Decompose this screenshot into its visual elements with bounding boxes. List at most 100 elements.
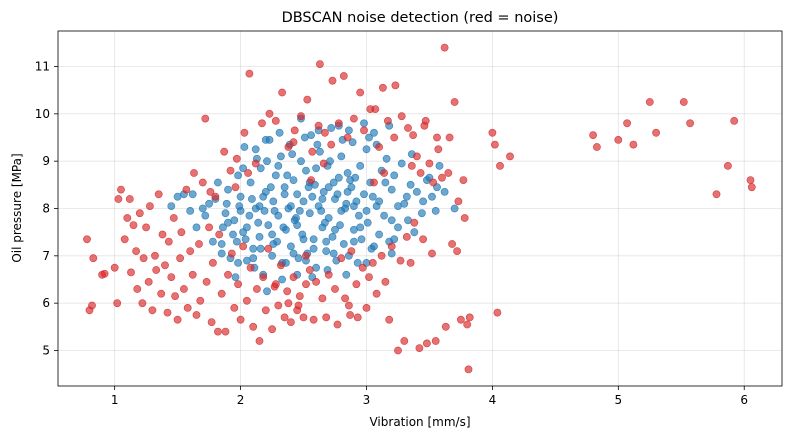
cluster-point-97 [390,171,399,180]
noise-point-88 [284,143,293,151]
noise-point-120 [352,280,361,289]
noise-point-181 [593,143,601,151]
noise-point-34 [171,292,179,300]
cluster-point-52 [302,166,310,175]
cluster-point-126 [241,235,250,244]
noise-point-136 [385,315,394,324]
noise-point-21 [144,277,153,286]
noise-point-198 [344,301,353,310]
noise-point-73 [252,285,261,293]
cluster-point-47 [293,190,302,199]
cluster-point-81 [353,258,362,267]
noise-point-3 [89,254,98,263]
cluster-point-82 [356,161,365,170]
cluster-point-9 [217,249,226,258]
x-tick-label-0: 1 [111,393,119,407]
cluster-point-108 [259,192,268,201]
cluster-point-133 [351,173,360,182]
noise-point-93 [295,292,304,300]
noise-point-42 [188,270,197,279]
noise-point-89 [286,318,295,326]
cluster-point-163 [450,204,459,213]
cluster-point-185 [251,145,260,154]
noise-point-2 [88,301,96,310]
cluster-point-51 [299,197,308,206]
noise-point-45 [195,240,203,248]
noise-point-103 [315,60,324,68]
noise-point-106 [322,313,331,322]
noise-point-25 [152,266,161,274]
noise-point-177 [493,308,502,317]
noise-point-166 [450,98,459,106]
noise-point-86 [280,313,289,322]
cluster-point-186 [239,164,247,173]
cluster-point-10 [218,223,227,232]
noise-point-133 [378,83,387,92]
cluster-point-78 [348,138,357,147]
noise-point-74 [255,337,264,345]
cluster-point-160 [419,197,427,206]
noise-point-54 [213,327,222,336]
cluster-point-129 [222,199,231,208]
cluster-point-72 [337,152,346,161]
cluster-point-29 [260,206,269,215]
noise-point-142 [397,112,406,121]
cluster-point-19 [240,143,249,151]
cluster-point-3 [188,190,197,199]
noise-point-7 [113,299,122,308]
noise-point-0 [83,235,91,244]
noise-point-47 [198,178,207,187]
cluster-point-91 [375,230,383,239]
noise-point-71 [249,322,258,331]
noise-point-199 [370,178,378,187]
noise-point-17 [135,209,144,218]
noise-point-204 [319,159,328,168]
cluster-point-44 [286,242,295,251]
noise-point-168 [454,197,463,206]
cluster-point-83 [357,235,366,244]
noise-point-197 [302,251,310,260]
noise-point-64 [234,280,242,289]
noise-point-150 [415,344,424,352]
noise-point-170 [459,176,468,184]
axes: 1 2 3 4 5 6 5 6 7 8 9 10 11 [35,60,748,408]
noise-point-104 [318,294,327,303]
noise-point-169 [456,315,465,324]
cluster-point-197 [370,242,378,251]
cluster-point-146 [242,223,251,232]
noise-point-144 [402,232,411,241]
cluster-point-27 [256,164,265,173]
noise-point-87 [283,287,292,296]
cluster-point-113 [317,206,326,215]
cluster-point-33 [268,251,276,260]
noise-point-107 [324,270,333,279]
cluster-point-114 [329,178,338,187]
cluster-point-73 [339,240,348,248]
noise-point-182 [614,135,623,144]
noise-point-60 [226,166,235,175]
noise-point-172 [463,320,472,329]
cluster-point-149 [280,190,289,199]
noise-point-116 [343,133,352,142]
cluster-point-150 [293,221,302,229]
cluster-point-175 [224,218,232,227]
noise-point-98 [305,266,314,274]
y-tick-label-6: 11 [35,60,50,74]
y-tick-label-3: 8 [42,202,50,216]
noise-point-38 [179,285,188,293]
noise-point-111 [333,320,342,329]
noise-point-41 [186,247,195,255]
noise-point-155 [425,159,434,168]
cluster-point-40 [280,183,289,192]
x-tick-label-5: 6 [740,393,748,407]
cluster-point-115 [342,199,351,208]
noise-point-32 [167,273,176,281]
cluster-point-49 [297,157,305,166]
noise-point-22 [145,202,154,210]
cluster-point-11 [221,209,230,218]
cluster-point-7 [208,237,217,246]
noise-point-97 [303,95,312,104]
cluster-point-199 [410,228,419,237]
noise-point-105 [320,128,329,137]
